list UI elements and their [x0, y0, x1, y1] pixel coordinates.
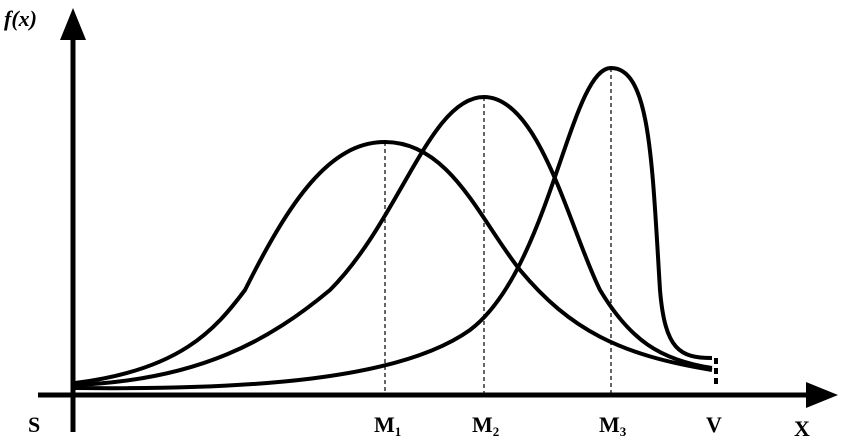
marker-text: M — [599, 412, 620, 437]
marker-subscript: 3 — [620, 424, 627, 439]
marker-text: M — [374, 412, 395, 437]
curve-2 — [74, 94, 713, 387]
markers: M1 M2 M3 — [374, 412, 627, 439]
marker-text: M — [472, 412, 493, 437]
marker-label: M1 — [374, 412, 401, 439]
y-axis-arrow — [60, 8, 86, 40]
marker-label: M2 — [472, 412, 499, 439]
curve-1 — [74, 139, 713, 385]
x-axis-label: X — [794, 416, 810, 440]
marker-subscript: 1 — [395, 424, 402, 439]
marker-subscript: 2 — [493, 424, 500, 439]
end-label: V — [706, 412, 722, 437]
marker-label: M3 — [599, 412, 627, 439]
y-axis-label: f(x) — [4, 6, 37, 31]
x-axis-arrow — [806, 382, 838, 408]
origin-label: S — [28, 412, 40, 437]
curve-3 — [74, 65, 713, 391]
